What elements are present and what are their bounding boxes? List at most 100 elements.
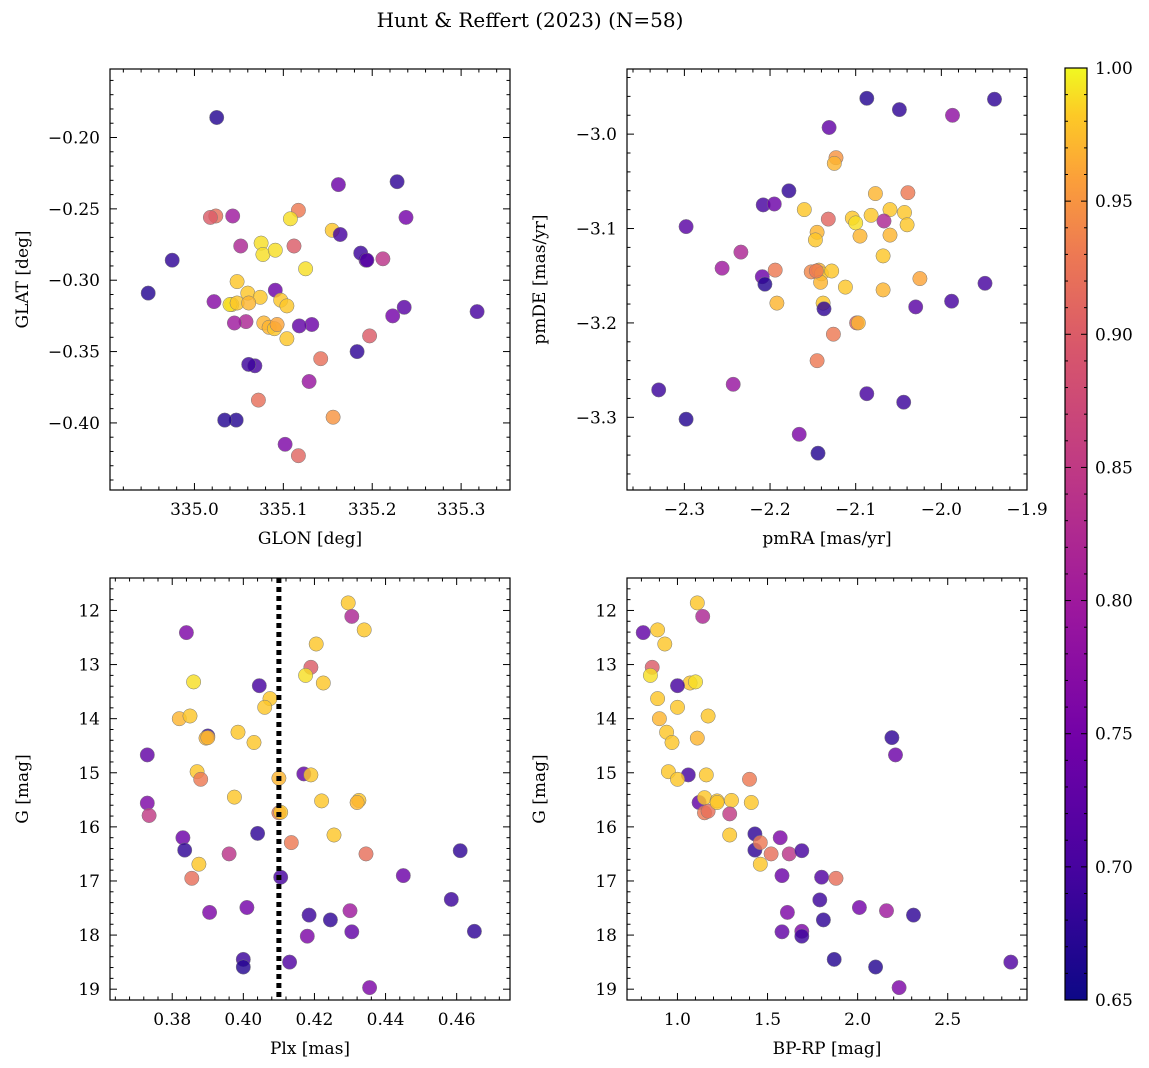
scatter-point [241, 356, 257, 372]
x-tick-label: −2.2 [749, 500, 790, 520]
scatter-point [241, 295, 257, 311]
scatter-point [742, 771, 757, 787]
scatter-point [344, 924, 360, 940]
scatter-point [891, 980, 907, 996]
scatter-point [767, 262, 783, 278]
colorbar-gradient [1064, 67, 1088, 1001]
axes-frame [626, 68, 1028, 491]
scatter-point [650, 622, 666, 638]
x-tick-label: 1.5 [754, 1010, 781, 1030]
colorbar-tick-label: 0.80 [1095, 592, 1133, 612]
scatter-point [202, 209, 218, 225]
scatter-point [191, 856, 207, 872]
scatter-point [298, 667, 314, 683]
x-tick-label: 0.46 [438, 1010, 476, 1030]
scatter-point [250, 825, 266, 841]
y-tick-label: −0.25 [48, 200, 100, 220]
scatter-point [779, 904, 795, 920]
y-tick-label: 13 [78, 656, 100, 676]
x-tick-label: 2.0 [844, 1010, 871, 1030]
colorbar-tick-label: 0.75 [1095, 725, 1133, 745]
panel-sky-positions: 335.0 335.1 335.2 335.3 −0.40 −0.35 −0.30 −0.25… [13, 68, 511, 549]
scatter-point [875, 282, 891, 298]
y-tick-label: 17 [595, 872, 617, 892]
scatter-point [697, 790, 712, 806]
scatter-point [824, 263, 840, 279]
y-axis-label: pmDE [mas/yr] [530, 214, 550, 344]
scatter-point [651, 711, 667, 727]
scatter-point [650, 691, 666, 707]
colorbar-tick-label: 0.65 [1095, 991, 1133, 1011]
scatter-point [385, 308, 401, 324]
axes-frame [109, 68, 511, 491]
y-tick-label: 14 [78, 710, 100, 730]
scatter-point [301, 907, 317, 923]
scatter-point [230, 724, 246, 740]
scatter-point [308, 636, 324, 652]
colorbar-tick-label: 0.95 [1095, 192, 1133, 212]
scatter-point [177, 842, 193, 858]
scatter-point [867, 186, 883, 202]
y-tick-label: −3.2 [576, 314, 617, 334]
scatter-point [362, 980, 378, 996]
x-tick-label: 2.5 [934, 1010, 961, 1030]
scatter-point [868, 959, 884, 975]
scatter-point [452, 843, 468, 859]
scatter-point [808, 263, 824, 279]
scatter-point [362, 328, 378, 344]
scatter-point [279, 298, 295, 314]
x-axis-label: GLON [deg] [258, 529, 362, 549]
y-tick-label: −3.3 [576, 408, 617, 428]
scatter-point [184, 870, 200, 886]
scatter-point [695, 608, 711, 624]
scatter-point [202, 904, 218, 920]
scatter-point [825, 326, 841, 342]
scatter-point [837, 279, 853, 295]
scatter-point [140, 285, 156, 301]
axes-frame [109, 577, 511, 1001]
scatter-point [794, 843, 810, 859]
scatter-point [769, 295, 785, 311]
scatter-point [221, 846, 237, 862]
scatter-point [752, 856, 768, 872]
y-tick-label: 17 [78, 872, 100, 892]
y-tick-label: −0.30 [48, 271, 100, 291]
x-tick-label: −2.3 [664, 500, 705, 520]
scatter-point [226, 315, 242, 331]
scatter-point [178, 625, 194, 641]
scatter-point [466, 923, 482, 939]
scatter-point [141, 808, 157, 823]
scatter-point [897, 205, 912, 220]
x-tick-label: 0.40 [224, 1010, 262, 1030]
scatter-point [642, 667, 658, 683]
scatter-point [899, 217, 915, 233]
scatter-point [912, 271, 928, 287]
scatter-point [882, 227, 898, 243]
scatter-point [821, 120, 837, 135]
scatter-point [807, 232, 823, 248]
scatter-point [279, 331, 295, 347]
scatter-point [763, 846, 779, 862]
y-tick-label: 16 [78, 818, 100, 838]
x-tick-label: −2.1 [835, 500, 876, 520]
scatter-point [774, 868, 790, 884]
x-axis-label: pmRA [mas/yr] [762, 529, 891, 549]
y-axis-label: GLAT [deg] [13, 230, 33, 328]
x-tick-label: 335.2 [348, 500, 397, 520]
scatter-point [257, 699, 273, 715]
scatter-point [635, 625, 651, 641]
scatter-point [313, 351, 329, 367]
scatter-point [469, 304, 485, 320]
scatter-point [359, 252, 375, 268]
colorbar-tick-label: 1.00 [1095, 59, 1133, 79]
y-tick-label: 12 [595, 601, 617, 621]
x-tick-label: −1.9 [1006, 500, 1047, 520]
scatter-point [239, 900, 255, 915]
scatter-point [850, 315, 866, 331]
scatter-point [209, 110, 225, 125]
scatter-point [290, 448, 306, 464]
scatter-point [250, 392, 266, 408]
scatter-point [670, 771, 685, 787]
scatter-point [689, 595, 705, 611]
scatter-point [709, 795, 725, 810]
